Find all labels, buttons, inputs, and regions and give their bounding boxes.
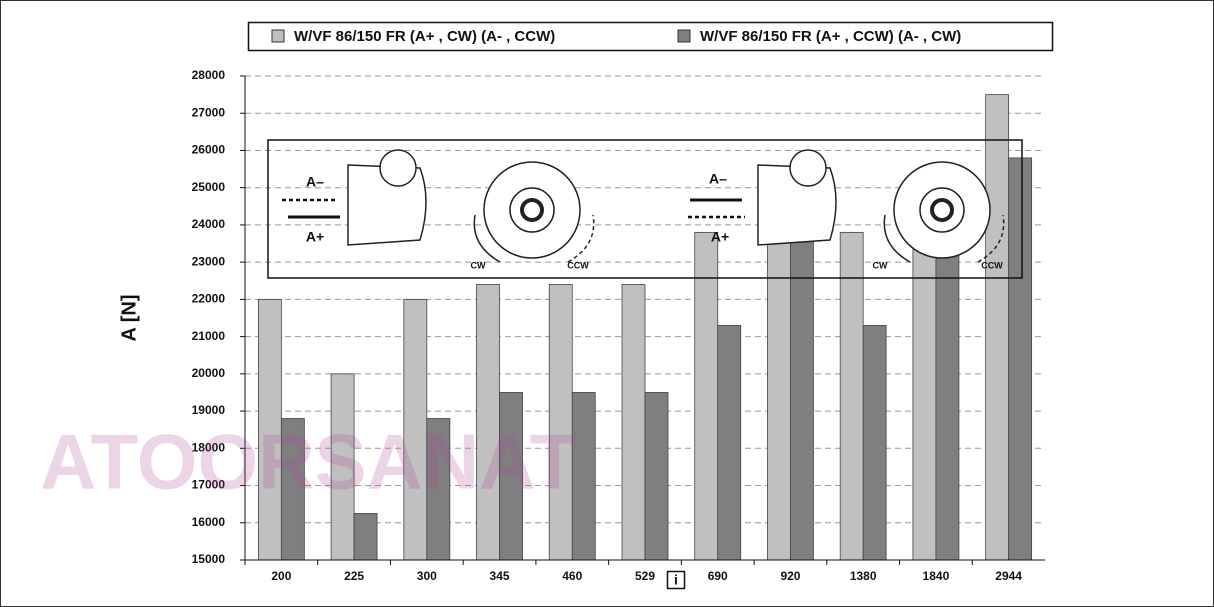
x-axis-label-box <box>666 570 686 590</box>
x-tick-label: 690 <box>708 569 728 583</box>
ccw-arrow <box>567 214 595 263</box>
legend-label: W/VF 86/150 FR (A+ , CW) (A- , CCW) <box>294 28 555 45</box>
y-tick-label: 15000 <box>192 552 226 566</box>
y-tick-label: 16000 <box>192 515 226 529</box>
flange-inner <box>919 187 965 233</box>
bar <box>1008 157 1033 561</box>
bar <box>935 220 960 561</box>
x-tick-label: 1380 <box>850 569 877 583</box>
housing <box>757 164 837 246</box>
inset-label: A+ <box>306 229 324 245</box>
inset-label: CCW <box>981 260 1003 270</box>
y-tick-label: 25000 <box>192 180 226 194</box>
inset-label: A+ <box>711 229 729 245</box>
x-tick-label: 529 <box>635 569 655 583</box>
shaft <box>520 198 544 222</box>
x-tick-label: 1840 <box>923 569 950 583</box>
y-tick-label: 21000 <box>192 329 226 343</box>
y-tick-label: 20000 <box>192 366 226 380</box>
bar <box>790 220 814 561</box>
bar <box>694 231 719 561</box>
x-tick-label: 920 <box>780 569 800 583</box>
x-tick-label: 225 <box>344 569 364 583</box>
y-tick-label: 23000 <box>192 254 226 268</box>
y-tick-label: 18000 <box>192 440 226 454</box>
flange-inner <box>509 187 555 233</box>
y-tick-label: 26000 <box>192 143 226 157</box>
bar <box>912 224 937 561</box>
legend-swatch <box>271 29 285 43</box>
housing <box>347 164 427 246</box>
inset-drawings <box>347 149 1005 263</box>
inset-label: A– <box>709 171 727 187</box>
y-tick-label: 28000 <box>192 68 226 82</box>
bar <box>839 231 864 561</box>
x-tick-label: 200 <box>271 569 291 583</box>
watermark: ATOORSANAT <box>40 418 577 506</box>
inset-box <box>267 139 1023 279</box>
cw-arrow <box>473 214 501 263</box>
bar <box>644 392 669 561</box>
y-tick-label: 24000 <box>192 217 226 231</box>
bar <box>353 513 378 561</box>
bar <box>717 325 742 561</box>
inset-label: CW <box>471 260 486 270</box>
y-tick-label: 27000 <box>192 105 226 119</box>
motor-top <box>379 149 417 187</box>
cw-arrow <box>883 214 911 263</box>
inset-label: CW <box>873 260 888 270</box>
motor-top <box>789 149 827 187</box>
x-tick-label: 300 <box>417 569 437 583</box>
y-tick-label: 19000 <box>192 403 226 417</box>
bar <box>621 284 646 561</box>
y-axis-label: A [N] <box>118 294 140 341</box>
shaft <box>930 198 954 222</box>
x-tick-label: 2944 <box>995 569 1022 583</box>
x-tick-label: 460 <box>562 569 582 583</box>
bar <box>985 94 1010 561</box>
inset-label: A– <box>306 174 324 190</box>
ccw-arrow <box>977 214 1005 263</box>
y-tick-label: 17000 <box>192 478 226 492</box>
flange <box>483 161 581 259</box>
inset-label: CCW <box>567 260 589 270</box>
legend-swatch <box>677 29 691 43</box>
x-tick-label: 345 <box>490 569 510 583</box>
bar <box>862 325 887 561</box>
legend-box <box>247 21 1054 52</box>
y-tick-label: 22000 <box>192 292 226 306</box>
legend-label: W/VF 86/150 FR (A+ , CCW) (A- , CW) <box>700 28 961 45</box>
x-axis-label: i <box>674 572 678 588</box>
flange <box>893 161 991 259</box>
